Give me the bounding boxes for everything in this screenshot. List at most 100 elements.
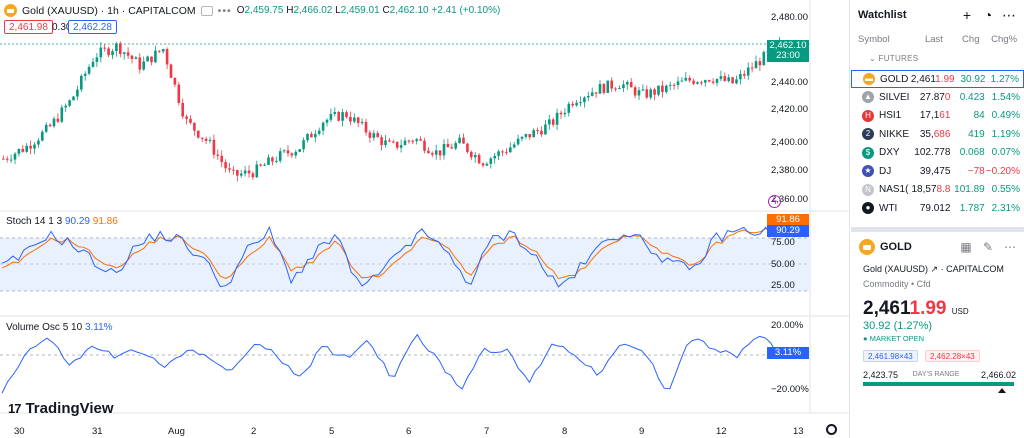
candle[interactable] — [48, 124, 52, 127]
candle[interactable] — [762, 51, 766, 66]
stoch-legend[interactable]: Stoch 14 1 3 90.29 91.86 — [6, 216, 118, 227]
candle[interactable] — [415, 139, 418, 142]
candle[interactable] — [337, 112, 340, 121]
candle[interactable] — [21, 148, 25, 152]
candle[interactable] — [255, 164, 259, 178]
candle[interactable] — [372, 133, 376, 138]
candle[interactable] — [25, 145, 28, 152]
candle[interactable] — [516, 138, 520, 145]
watchlist-row-dxy[interactable]: $ DXY 102.778 0.068 0.07% — [851, 144, 1024, 163]
candle[interactable] — [360, 121, 364, 124]
candle[interactable] — [146, 56, 149, 62]
candle[interactable] — [197, 130, 200, 138]
settings-gear-icon[interactable] — [826, 424, 837, 435]
candle[interactable] — [707, 80, 711, 82]
candle[interactable] — [629, 82, 633, 88]
candle[interactable] — [434, 150, 438, 155]
candle[interactable] — [727, 77, 730, 82]
candle[interactable] — [181, 102, 184, 117]
candle[interactable] — [216, 154, 220, 156]
candle[interactable] — [672, 84, 676, 86]
candle[interactable] — [302, 140, 305, 150]
candle[interactable] — [56, 118, 60, 122]
candle[interactable] — [275, 160, 278, 162]
candle[interactable] — [41, 131, 44, 141]
candle[interactable] — [583, 97, 586, 103]
candle[interactable] — [158, 50, 161, 52]
candle[interactable] — [723, 76, 727, 82]
candle[interactable] — [743, 74, 746, 76]
candle[interactable] — [481, 163, 485, 166]
candle[interactable] — [622, 84, 625, 89]
candle[interactable] — [72, 96, 75, 101]
more-icon[interactable]: ⋯ — [1002, 6, 1016, 23]
candle[interactable] — [239, 173, 243, 176]
watchlist-row-silvei[interactable]: ▲ SILVEI 27.870 0.423 1.54% — [851, 88, 1024, 107]
candle[interactable] — [735, 79, 738, 84]
candle[interactable] — [364, 121, 368, 133]
candle[interactable] — [493, 155, 496, 159]
candle[interactable] — [376, 133, 379, 138]
candle[interactable] — [185, 116, 188, 119]
candle[interactable] — [540, 130, 543, 135]
candle[interactable] — [44, 124, 48, 132]
candle[interactable] — [758, 61, 762, 66]
candle[interactable] — [618, 88, 621, 90]
candle[interactable] — [115, 43, 118, 52]
candle[interactable] — [579, 102, 582, 104]
candle[interactable] — [524, 134, 528, 137]
watchlist-row-nas1[interactable]: N NAS1(18,578.8 101.89 0.55% — [851, 181, 1024, 200]
candle[interactable] — [466, 143, 469, 152]
candle[interactable] — [68, 100, 71, 106]
candle[interactable] — [107, 48, 110, 56]
candle[interactable] — [567, 103, 571, 113]
col-chgpct[interactable]: Chg% — [991, 33, 1018, 45]
candle[interactable] — [688, 77, 691, 81]
candle[interactable] — [548, 119, 551, 125]
candle[interactable] — [232, 169, 235, 171]
candle[interactable] — [317, 130, 321, 134]
candle[interactable] — [228, 168, 231, 170]
advanced-view-icon[interactable]: ◔ — [983, 7, 993, 23]
candle[interactable] — [399, 145, 403, 148]
candle[interactable] — [243, 170, 247, 174]
candle[interactable] — [700, 82, 703, 84]
candle[interactable] — [419, 139, 422, 141]
candle[interactable] — [661, 85, 664, 92]
candle[interactable] — [321, 122, 325, 131]
candle[interactable] — [325, 119, 329, 123]
candle[interactable] — [259, 164, 262, 166]
candle[interactable] — [536, 130, 539, 132]
candle[interactable] — [204, 138, 208, 141]
lightning-icon[interactable]: ϟ — [768, 195, 781, 208]
candle[interactable] — [111, 51, 114, 56]
sell-price-button[interactable]: 2,461.98 — [4, 20, 53, 34]
candle[interactable] — [52, 118, 56, 127]
candle[interactable] — [626, 82, 629, 85]
candle[interactable] — [154, 50, 157, 63]
candle[interactable] — [306, 133, 309, 141]
candle[interactable] — [282, 150, 286, 152]
candle[interactable] — [91, 61, 95, 67]
candle[interactable] — [189, 118, 192, 123]
candle[interactable] — [341, 112, 344, 121]
candles-group[interactable] — [2, 36, 781, 182]
candle[interactable] — [462, 137, 465, 144]
candle[interactable] — [512, 144, 516, 148]
candle[interactable] — [485, 163, 489, 166]
watchlist-row-dj[interactable]: ★ DJ 39,475 −78 −0.20% — [851, 162, 1024, 181]
candle[interactable] — [37, 140, 40, 145]
candle[interactable] — [501, 151, 504, 153]
candle[interactable] — [458, 137, 461, 144]
col-last[interactable]: Last — [924, 33, 943, 45]
candle[interactable] — [278, 151, 282, 161]
candle[interactable] — [200, 137, 204, 139]
edit-icon[interactable]: ✎ — [982, 240, 994, 254]
candle[interactable] — [403, 140, 407, 146]
col-chg[interactable]: Chg — [962, 33, 980, 45]
candle[interactable] — [134, 57, 138, 59]
candle[interactable] — [633, 87, 637, 96]
watchlist-row-nikke[interactable]: 2 NIKKE 35,686 419 1.19% — [851, 125, 1024, 144]
chart-pane[interactable]: Gold (XAUUSD) · 1h · CAPITALCOM ••• O2,4… — [0, 0, 850, 438]
candle[interactable] — [193, 122, 196, 131]
